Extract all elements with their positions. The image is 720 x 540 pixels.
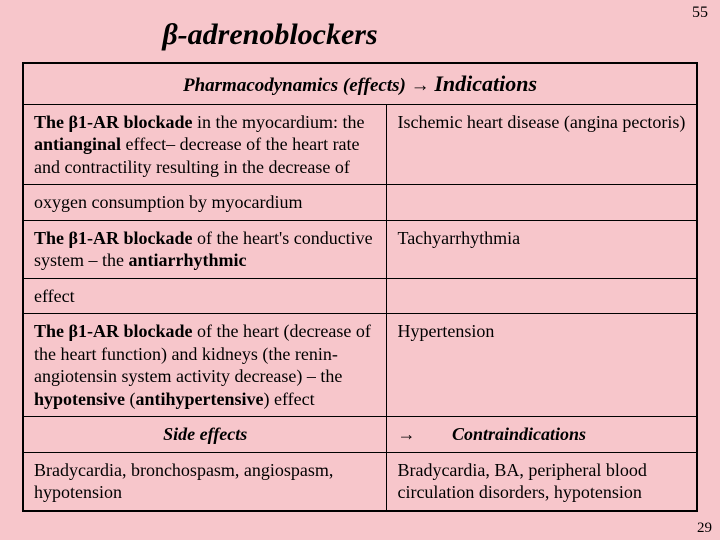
header-right: Indications bbox=[434, 71, 537, 96]
table-header: Pharmacodynamics (effects) → Indications bbox=[23, 63, 697, 104]
pharmacodynamics-table: Pharmacodynamics (effects) → Indications… bbox=[22, 62, 698, 512]
effect-cell: effect bbox=[23, 278, 387, 314]
table-row: oxygen consumption by myocardium bbox=[23, 185, 697, 221]
side-effects-header: Side effects bbox=[23, 417, 387, 453]
contraindications-header: → Contraindications bbox=[387, 417, 697, 453]
table-row: effect bbox=[23, 278, 697, 314]
indication-cell: Hypertension bbox=[387, 314, 697, 417]
table-row: The β1-AR blockade of the heart's conduc… bbox=[23, 220, 697, 278]
indication-cell: Ischemic heart disease (angina pectoris) bbox=[387, 104, 697, 185]
effect-cell: The β1-AR blockade of the heart's conduc… bbox=[23, 220, 387, 278]
table-row: The β1-AR blockade of the heart (decreas… bbox=[23, 314, 697, 417]
page-number-bottom: 29 bbox=[697, 520, 712, 537]
indication-cell bbox=[387, 185, 697, 221]
indication-cell bbox=[387, 278, 697, 314]
table-subheader-row: Side effects → Contraindications bbox=[23, 417, 697, 453]
effect-cell: The β1-AR blockade in the myocardium: th… bbox=[23, 104, 387, 185]
effect-cell: The β1-AR blockade of the heart (decreas… bbox=[23, 314, 387, 417]
indication-cell: Tachyarrhythmia bbox=[387, 220, 697, 278]
header-left: Pharmacodynamics (effects) bbox=[183, 75, 406, 96]
page-title: β-adrenoblockers bbox=[0, 0, 720, 62]
table-row: Bradycardia, bronchospasm, angiospasm, h… bbox=[23, 452, 697, 511]
table-row: The β1-AR blockade in the myocardium: th… bbox=[23, 104, 697, 185]
page-number-top: 55 bbox=[692, 4, 708, 22]
side-effects-cell: Bradycardia, bronchospasm, angiospasm, h… bbox=[23, 452, 387, 511]
header-arrow: → bbox=[411, 75, 430, 96]
contraindications-cell: Bradycardia, BA, peripheral blood circul… bbox=[387, 452, 697, 511]
table-header-row: Pharmacodynamics (effects) → Indications bbox=[23, 63, 697, 104]
footer-right-label: Contraindications bbox=[452, 424, 586, 444]
effect-cell: oxygen consumption by myocardium bbox=[23, 185, 387, 221]
footer-arrow: → bbox=[397, 423, 447, 446]
